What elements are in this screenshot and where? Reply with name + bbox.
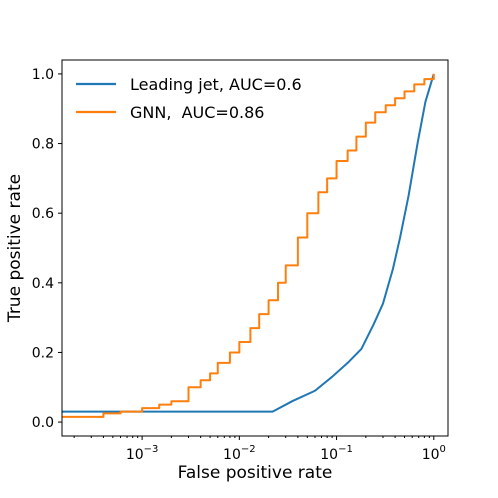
x-axis: 10−3 10−2 10−1 100: [73, 436, 446, 463]
series-line-0: [62, 73, 435, 413]
series-layer: [62, 73, 435, 418]
x-tick-label-exponent: −1: [338, 444, 353, 455]
x-tick-label: 10−2: [223, 444, 256, 463]
y-tick-label: 0.4: [32, 276, 54, 292]
x-tick-label-base: 10: [126, 447, 144, 463]
x-tick-label-exponent: −2: [241, 444, 256, 455]
x-tick-label-exponent: 0: [440, 444, 446, 455]
legend: Leading jet, AUC=0.6 GNN, AUC=0.86: [76, 75, 302, 122]
legend-label-gnn: GNN, AUC=0.86: [130, 103, 264, 122]
y-tick-label: 0.2: [32, 345, 54, 361]
x-tick-label: 10−3: [126, 444, 159, 463]
y-tick-label: 1.0: [32, 67, 54, 83]
y-axis-label: True positive rate: [5, 174, 25, 323]
x-tick-label-base: 10: [320, 447, 338, 463]
x-tick-label: 100: [422, 444, 446, 463]
x-tick-label-exponent: −3: [144, 444, 159, 455]
y-tick-label: 0.8: [32, 137, 54, 153]
plot-frame: [61, 59, 449, 437]
series-line-1: [62, 73, 435, 418]
x-tick-label-base: 10: [422, 447, 440, 463]
y-tick-label: 0.0: [32, 415, 54, 431]
y-axis: 0.0 0.2 0.4 0.6 0.8 1.0: [32, 67, 62, 431]
x-tick-label: 10−1: [320, 444, 353, 463]
x-tick-label-base: 10: [223, 447, 241, 463]
x-axis-label: False positive rate: [178, 463, 333, 483]
legend-label-leading-jet: Leading jet, AUC=0.6: [130, 75, 302, 94]
y-tick-label: 0.6: [32, 206, 54, 222]
